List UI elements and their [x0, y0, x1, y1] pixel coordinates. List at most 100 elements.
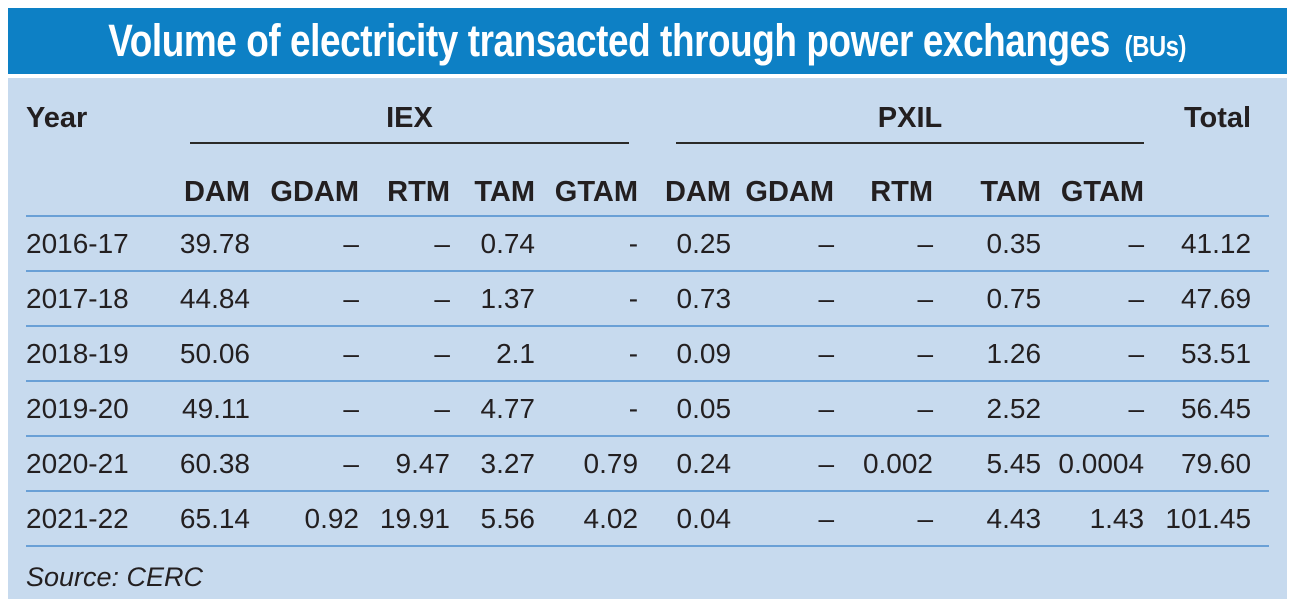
pxil-rtm-cell: 0.002 [834, 436, 934, 492]
iex-tam-cell: 2.1 [450, 326, 535, 382]
iex-rtm-cell: 9.47 [359, 436, 450, 492]
subheader-iex-gdam: GDAM [250, 162, 359, 217]
total-header: Total [1183, 102, 1252, 134]
iex-tam-cell: 3.27 [450, 436, 535, 492]
iex-gtam-cell: 0.79 [535, 436, 639, 492]
iex-gtam-cell: - [535, 326, 639, 382]
year-cell: 2018-19 [26, 326, 138, 382]
pxil-gdam-cell: – [731, 381, 835, 437]
group-header-row: Year IEX PXIL Total [26, 90, 1269, 162]
pxil-gtam-cell: – [1041, 271, 1145, 327]
iex-tam-cell: 0.74 [450, 216, 535, 272]
subheader-iex-rtm: RTM [359, 162, 450, 217]
pxil-rtm-cell: – [834, 216, 934, 272]
total-cell: 47.69 [1144, 271, 1270, 327]
total-cell: 53.51 [1144, 326, 1270, 382]
pxil-dam-cell: 0.05 [638, 381, 732, 437]
pxil-gdam-cell: – [731, 216, 835, 272]
pxil-tam-cell: 1.26 [933, 326, 1042, 382]
iex-gdam-cell: – [250, 216, 359, 272]
iex-gtam-cell: - [535, 381, 639, 437]
year-header: Year [26, 102, 88, 134]
iex-rtm-cell: – [359, 271, 450, 327]
pxil-gdam-cell: – [731, 436, 835, 492]
pxil-gtam-cell: 0.0004 [1041, 436, 1145, 492]
pxil-gdam-cell: – [731, 271, 835, 327]
group-label-iex: IEX [386, 102, 433, 134]
group-header-pxil: PXIL [638, 90, 1145, 162]
iex-rtm-cell: 19.91 [359, 491, 450, 547]
iex-tam-cell: 1.37 [450, 271, 535, 327]
pxil-dam-cell: 0.09 [638, 326, 732, 382]
page-title-text: Volume of electricity transacted through… [108, 15, 1111, 66]
subheader-pxil-rtm: RTM [834, 162, 934, 217]
group-label-pxil: PXIL [877, 102, 943, 134]
pxil-tam-cell: 0.75 [933, 271, 1042, 327]
total-cell: 101.45 [1144, 491, 1270, 547]
pxil-rtm-cell: – [834, 491, 934, 547]
pxil-dam-cell: 0.04 [638, 491, 732, 547]
pxil-rtm-cell: – [834, 271, 934, 327]
iex-dam-cell: 50.06 [138, 326, 250, 382]
iex-group-rule [190, 142, 630, 144]
subheader-pxil-gtam: GTAM [1041, 162, 1145, 217]
subheader-pxil-dam: DAM [638, 162, 732, 217]
iex-gdam-cell: – [250, 326, 359, 382]
pxil-rtm-cell: – [834, 381, 934, 437]
iex-tam-cell: 4.77 [450, 381, 535, 437]
total-cell: 79.60 [1144, 436, 1270, 492]
pxil-dam-cell: 0.24 [638, 436, 732, 492]
subheader-iex-dam: DAM [138, 162, 250, 217]
pxil-gtam-cell: – [1041, 381, 1145, 437]
table-row-2018-19: 2018-19 50.06 – – 2.1 - 0.09 – – 1.26 – … [26, 326, 1270, 382]
pxil-tam-cell: 0.35 [933, 216, 1042, 272]
pxil-tam-cell: 4.43 [933, 491, 1042, 547]
iex-dam-cell: 65.14 [138, 491, 250, 547]
volume-table: Year IEX PXIL Total DAM [26, 90, 1270, 547]
year-cell: 2016-17 [26, 216, 138, 272]
iex-tam-cell: 5.56 [450, 491, 535, 547]
iex-gtam-cell: - [535, 271, 639, 327]
subheader-spacer-year [26, 162, 138, 217]
iex-dam-cell: 60.38 [138, 436, 250, 492]
year-cell: 2020-21 [26, 436, 138, 492]
iex-gdam-cell: – [250, 271, 359, 327]
total-cell: 56.45 [1144, 381, 1270, 437]
pxil-tam-cell: 5.45 [933, 436, 1042, 492]
sub-header-row: DAM GDAM RTM TAM GTAM DAM GDAM RTM TAM G… [26, 162, 1270, 217]
pxil-gtam-cell: – [1041, 326, 1145, 382]
pxil-dam-cell: 0.73 [638, 271, 732, 327]
total-cell: 41.12 [1144, 216, 1270, 272]
iex-rtm-cell: – [359, 381, 450, 437]
iex-dam-cell: 44.84 [138, 271, 250, 327]
pxil-group-rule [676, 142, 1145, 144]
iex-rtm-cell: – [359, 326, 450, 382]
pxil-rtm-cell: – [834, 326, 934, 382]
iex-gtam-cell: 4.02 [535, 491, 639, 547]
iex-dam-cell: 49.11 [138, 381, 250, 437]
iex-dam-cell: 39.78 [138, 216, 250, 272]
subheader-spacer-total [1144, 162, 1270, 217]
pxil-gtam-cell: – [1041, 216, 1145, 272]
title-bar: Volume of electricity transacted through… [8, 8, 1287, 74]
year-cell: 2017-18 [26, 271, 138, 327]
iex-rtm-cell: – [359, 216, 450, 272]
pxil-gtam-cell: 1.43 [1041, 491, 1145, 547]
iex-gdam-cell: – [250, 436, 359, 492]
iex-gdam-cell: 0.92 [250, 491, 359, 547]
source-note: Source: CERC [26, 562, 204, 592]
pxil-dam-cell: 0.25 [638, 216, 732, 272]
iex-gtam-cell: - [535, 216, 639, 272]
year-cell: 2019-20 [26, 381, 138, 437]
pxil-gdam-cell: – [731, 491, 835, 547]
pxil-tam-cell: 2.52 [933, 381, 1042, 437]
table-panel: Year IEX PXIL Total DAM [8, 78, 1287, 599]
group-header-iex: IEX [138, 90, 638, 162]
table-row-2017-18: 2017-18 44.84 – – 1.37 - 0.73 – – 0.75 –… [26, 271, 1270, 327]
table-row-2021-22: 2021-22 65.14 0.92 19.91 5.56 4.02 0.04 … [26, 491, 1270, 547]
pxil-gdam-cell: – [731, 326, 835, 382]
subheader-pxil-gdam: GDAM [731, 162, 835, 217]
table-row-2020-21: 2020-21 60.38 – 9.47 3.27 0.79 0.24 – 0.… [26, 436, 1270, 492]
page-title-unit: (BUs) [1125, 31, 1187, 63]
